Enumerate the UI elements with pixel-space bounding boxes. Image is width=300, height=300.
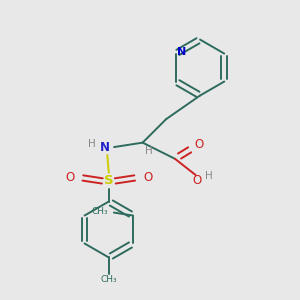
- Text: CH₃: CH₃: [92, 208, 109, 217]
- Text: N: N: [176, 47, 186, 57]
- Text: H: H: [145, 146, 153, 156]
- Text: O: O: [193, 174, 202, 187]
- Text: N: N: [100, 141, 110, 154]
- Text: O: O: [143, 172, 152, 184]
- Text: O: O: [65, 172, 74, 184]
- Text: O: O: [194, 138, 203, 151]
- Text: H: H: [88, 139, 96, 149]
- Text: S: S: [104, 174, 114, 188]
- Text: CH₃: CH₃: [100, 275, 117, 284]
- Text: H: H: [205, 172, 213, 182]
